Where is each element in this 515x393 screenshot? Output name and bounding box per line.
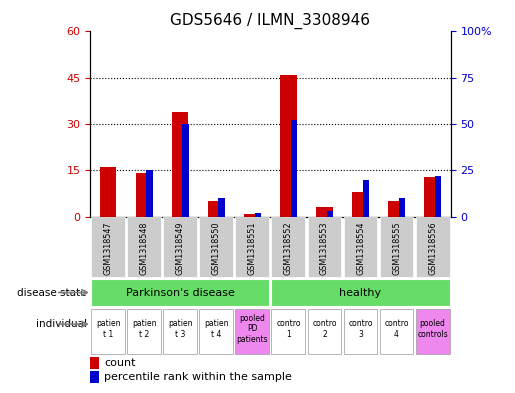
Bar bbox=[235, 217, 269, 277]
Bar bbox=[307, 217, 341, 277]
Text: Parkinson's disease: Parkinson's disease bbox=[126, 288, 235, 298]
Bar bbox=[146, 171, 153, 217]
Bar bbox=[307, 309, 341, 354]
Bar bbox=[344, 309, 377, 354]
Text: healthy: healthy bbox=[339, 288, 382, 298]
Bar bbox=[199, 309, 233, 354]
Text: GSM1318552: GSM1318552 bbox=[284, 222, 293, 275]
Bar bbox=[254, 213, 261, 217]
Text: contro
2: contro 2 bbox=[312, 319, 337, 339]
Bar bbox=[199, 217, 233, 277]
Text: patien
t 2: patien t 2 bbox=[132, 319, 157, 339]
Text: GSM1318549: GSM1318549 bbox=[176, 222, 185, 275]
Bar bbox=[271, 217, 305, 277]
Bar bbox=[327, 211, 333, 217]
Text: patien
t 4: patien t 4 bbox=[204, 319, 229, 339]
Bar bbox=[416, 217, 450, 277]
Bar bbox=[91, 217, 125, 277]
Bar bbox=[244, 214, 261, 217]
Text: patien
t 3: patien t 3 bbox=[168, 319, 193, 339]
Bar bbox=[172, 112, 188, 217]
Text: contro
3: contro 3 bbox=[348, 319, 373, 339]
Bar bbox=[127, 217, 161, 277]
Bar bbox=[380, 309, 414, 354]
Bar bbox=[316, 208, 333, 217]
Title: GDS5646 / ILMN_3308946: GDS5646 / ILMN_3308946 bbox=[170, 13, 370, 29]
Bar bbox=[380, 217, 414, 277]
Bar bbox=[90, 371, 99, 383]
Bar bbox=[91, 279, 269, 307]
Bar bbox=[352, 192, 369, 217]
Text: GSM1318551: GSM1318551 bbox=[248, 222, 257, 275]
Text: GSM1318550: GSM1318550 bbox=[212, 222, 221, 275]
Bar bbox=[208, 201, 225, 217]
Bar bbox=[271, 309, 305, 354]
Text: patien
t 1: patien t 1 bbox=[96, 319, 121, 339]
Text: pooled
PD
patients: pooled PD patients bbox=[236, 314, 268, 344]
Text: percentile rank within the sample: percentile rank within the sample bbox=[104, 372, 292, 382]
Bar bbox=[435, 176, 441, 217]
Bar bbox=[218, 198, 225, 217]
Bar bbox=[290, 120, 297, 217]
Text: contro
4: contro 4 bbox=[384, 319, 409, 339]
Bar bbox=[182, 124, 189, 217]
Bar bbox=[90, 357, 99, 369]
Bar bbox=[363, 180, 369, 217]
Text: disease state: disease state bbox=[17, 288, 87, 298]
Bar bbox=[127, 309, 161, 354]
Text: contro
1: contro 1 bbox=[276, 319, 301, 339]
Text: GSM1318548: GSM1318548 bbox=[140, 222, 149, 275]
Bar bbox=[344, 217, 377, 277]
Text: GSM1318547: GSM1318547 bbox=[104, 222, 113, 275]
Bar bbox=[163, 309, 197, 354]
Bar bbox=[91, 309, 125, 354]
Bar bbox=[235, 309, 269, 354]
Text: GSM1318555: GSM1318555 bbox=[392, 222, 401, 275]
Bar bbox=[416, 309, 450, 354]
Text: GSM1318553: GSM1318553 bbox=[320, 222, 329, 275]
Bar bbox=[388, 201, 405, 217]
Bar bbox=[280, 75, 297, 217]
Text: individual: individual bbox=[36, 319, 87, 329]
Bar bbox=[424, 176, 441, 217]
Text: pooled
controls: pooled controls bbox=[417, 319, 448, 339]
Bar bbox=[399, 198, 405, 217]
Text: GSM1318556: GSM1318556 bbox=[428, 222, 437, 275]
Text: count: count bbox=[104, 358, 135, 369]
Text: GSM1318554: GSM1318554 bbox=[356, 222, 365, 275]
Bar bbox=[271, 279, 450, 307]
Bar bbox=[163, 217, 197, 277]
Bar bbox=[136, 173, 152, 217]
Bar bbox=[100, 167, 116, 217]
